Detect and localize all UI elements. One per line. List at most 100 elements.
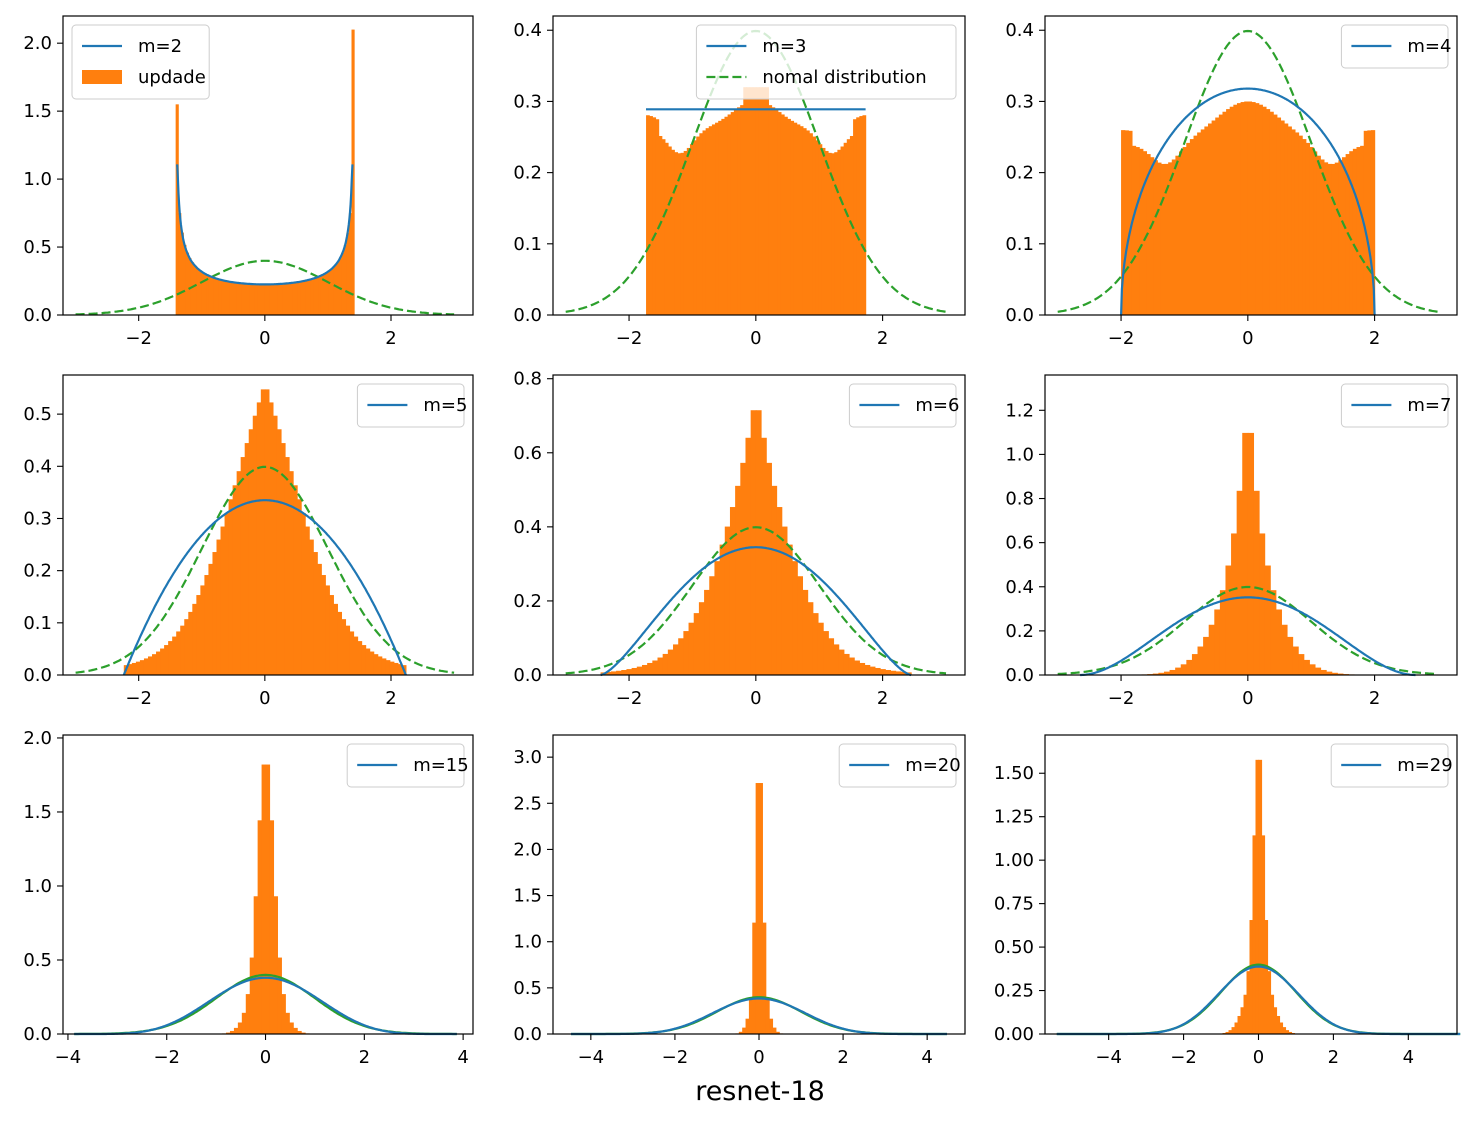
histogram-bar — [1303, 659, 1310, 675]
histogram-bar — [257, 820, 263, 1034]
histogram-bar — [775, 1031, 780, 1034]
histogram-bar — [777, 112, 782, 316]
histogram-bar — [1298, 135, 1303, 315]
histogram-bar — [724, 526, 731, 675]
histogram-bar — [323, 273, 327, 315]
legend-label: nomal distribution — [762, 67, 926, 88]
histogram-bar — [305, 280, 309, 315]
x-tick-label: −2 — [1170, 1047, 1197, 1068]
histogram-bar — [755, 783, 760, 1034]
axes-frame — [62, 374, 474, 676]
histogram-bar — [135, 661, 141, 675]
histogram-bar — [208, 563, 214, 675]
x-tick-label: 2 — [359, 1047, 370, 1068]
histogram-bar — [743, 87, 748, 315]
histogram-bar — [727, 114, 732, 316]
histogram-bar — [762, 922, 767, 1034]
histogram-bar — [761, 437, 767, 675]
histogram-bar — [766, 462, 772, 675]
histogram-bar — [1370, 130, 1376, 315]
histogram-bar — [1139, 148, 1144, 315]
histogram-bar — [317, 563, 322, 675]
histogram-bar — [293, 1027, 298, 1034]
histogram-bar — [840, 146, 845, 315]
legend-box — [1340, 24, 1449, 69]
legend-box — [346, 743, 465, 788]
histogram-bar — [1169, 669, 1176, 675]
histogram-bar — [809, 133, 813, 315]
histogram-bar — [297, 499, 302, 675]
normal-distribution-line — [75, 465, 455, 674]
legend-label: m=4 — [1407, 36, 1451, 57]
histogram-bars — [600, 410, 912, 675]
axes-frame — [1044, 734, 1458, 1035]
histogram-bar — [1240, 1007, 1245, 1034]
histogram-bar — [748, 997, 753, 1034]
histogram-bar — [373, 654, 379, 675]
histogram-bar — [1242, 432, 1249, 675]
histogram-bar — [647, 662, 653, 675]
subplot-grid: −2 0 2 0.0 0.5 1.0 1.5 2.0 m=2 updade −2 0 2 0.0 0.1 0.… — [23, 15, 1461, 1068]
histogram-bar — [730, 112, 735, 316]
x-tick-label: −2 — [125, 688, 152, 709]
y-tick-label: 0.4 — [513, 517, 542, 538]
y-tick-label: 0.0 — [23, 305, 52, 326]
histogram-bar — [229, 281, 233, 315]
histogram-bar — [740, 462, 747, 675]
histogram-bar — [709, 576, 716, 675]
y-tick-label: 1.5 — [23, 802, 52, 823]
histogram-bar — [680, 152, 685, 315]
histogram-bar — [1255, 103, 1260, 316]
normal-distribution-line — [1057, 585, 1439, 676]
histogram-bar — [249, 957, 255, 1034]
legend-box — [1340, 383, 1449, 428]
histogram-bars — [1080, 432, 1417, 675]
histogram-bar — [821, 147, 826, 315]
y-tick-label: 1.00 — [994, 850, 1034, 871]
histogram-bar — [224, 280, 228, 315]
x-tick-label: 0 — [750, 328, 761, 349]
histogram-bars — [194, 764, 338, 1034]
x-tick-label: −4 — [55, 1047, 82, 1068]
histogram-bar — [329, 595, 334, 675]
histogram-bar — [1284, 123, 1289, 315]
histogram-bar — [765, 87, 769, 315]
histogram-bar — [1287, 126, 1292, 315]
histogram-bar — [1270, 994, 1275, 1034]
histogram-bar — [1234, 1022, 1239, 1034]
y-tick-label: 0.3 — [23, 508, 52, 529]
histogram-bar — [729, 507, 736, 675]
histogram-bar — [193, 265, 197, 315]
histogram-bar — [771, 107, 776, 315]
histogram-bar — [812, 136, 817, 315]
subplot-m5: −2 0 2 0.0 0.1 0.2 0.3 0.4 0.5 m=5 — [23, 374, 474, 709]
axes-frame — [1044, 15, 1458, 316]
legend-label: m=15 — [413, 755, 469, 776]
histogram-bar — [1219, 590, 1227, 675]
histogram-bar — [721, 118, 726, 316]
histogram-bar — [1237, 1015, 1242, 1034]
y-tick-label: 3.0 — [513, 747, 542, 768]
normal-distribution-line — [75, 259, 455, 316]
histogram-bar — [143, 658, 149, 675]
histogram-bar — [812, 613, 819, 675]
x-tick-label: 2 — [385, 688, 396, 709]
histogram-bar — [1168, 162, 1173, 315]
histogram-bar — [668, 146, 672, 315]
histogram-bar — [184, 619, 189, 675]
histogram-bar — [212, 552, 218, 675]
histogram-bar — [213, 278, 218, 315]
histogram-bar — [284, 457, 290, 675]
histogram-bar — [295, 282, 299, 315]
histogram-bar — [348, 213, 353, 315]
legend-box — [1330, 743, 1449, 788]
histogram-bar — [1131, 145, 1137, 315]
legend: m=4 — [1340, 24, 1451, 69]
histogram-bar — [856, 117, 860, 315]
y-tick-label: 0.0 — [23, 665, 52, 686]
histogram-bar — [900, 671, 907, 675]
histogram-bar — [749, 87, 754, 315]
histogram-bar — [1281, 624, 1288, 675]
histogram-bar — [1197, 646, 1204, 675]
histogram-bar — [244, 443, 250, 675]
